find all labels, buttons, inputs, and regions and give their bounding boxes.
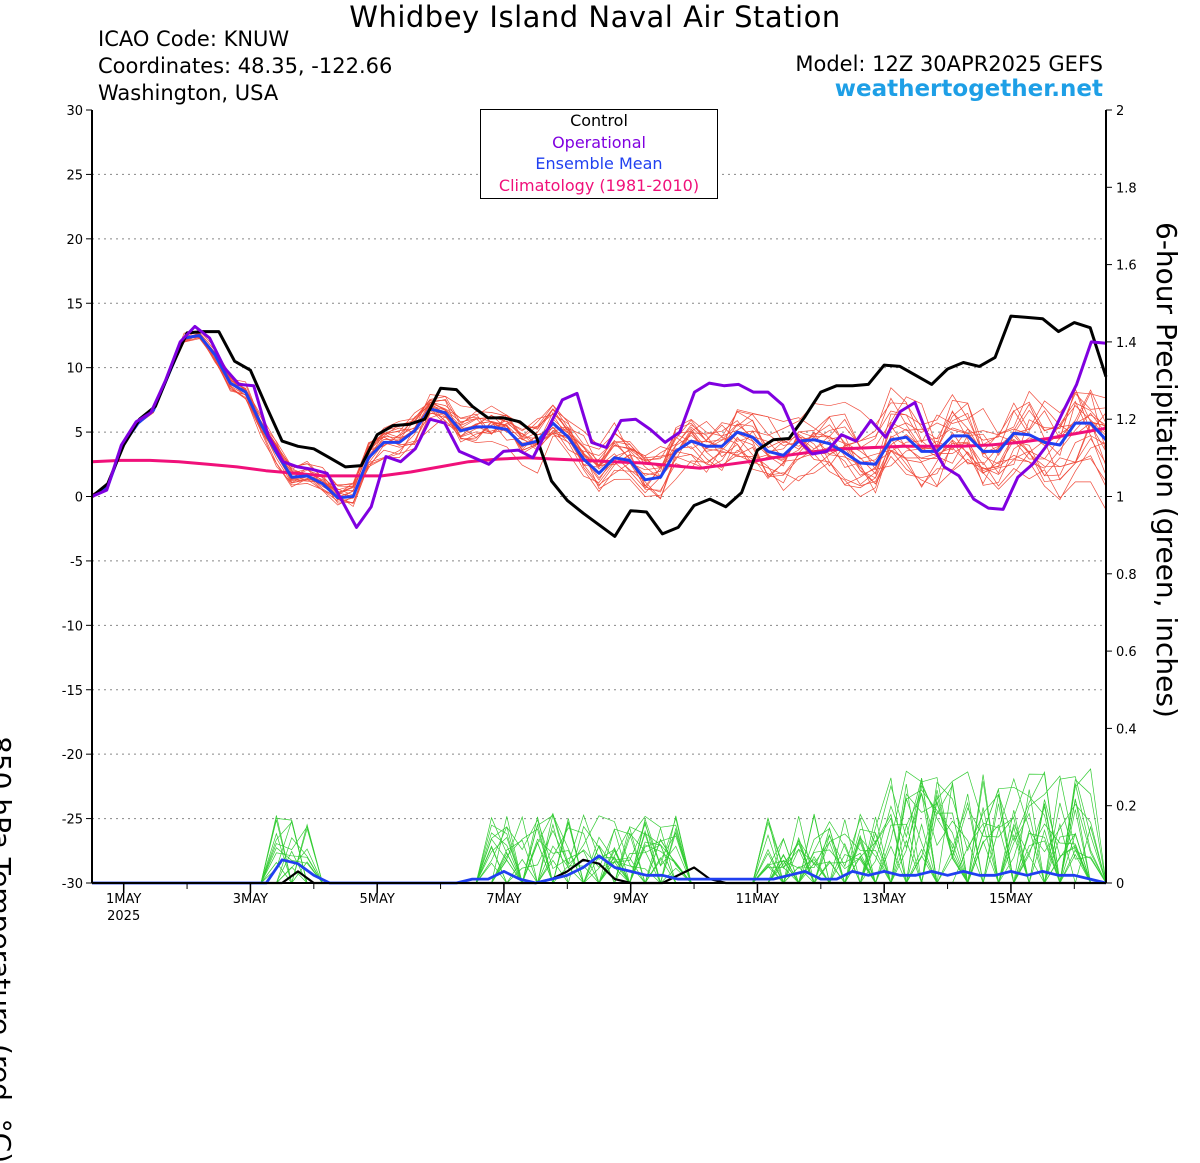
y-axis-label-right: 6-hour Precipitation (green, inches) [1150,222,1183,718]
y2-tick-label: 2 [1116,104,1124,119]
y-tick-label: 30 [66,104,83,119]
legend-operational: Operational [552,132,646,152]
legend-climatology: Climatology (1981-2010) [498,175,700,195]
chart-title: Whidbey Island Naval Air Station [349,0,841,34]
x-tick-label: 15MAY [989,892,1033,907]
model-run: Model: 12Z 30APR2025 GEFS [795,52,1103,76]
y2-tick-label: 0.2 [1116,800,1137,815]
ensemble-member-precip-line [92,771,1106,885]
y2-tick-label: 0.6 [1116,645,1137,660]
y2-tick-label: 1.6 [1116,259,1137,274]
y-axis-label-left: 850 hPa Temperature (red, °C) [0,736,17,1163]
y-tick-label: -20 [62,748,83,763]
x-tick-label: 13MAY [862,892,906,907]
ensemble-member-temp-line [91,334,1107,508]
y-tick-label: 20 [66,233,83,248]
site-name: weathertogether.net [834,76,1103,102]
ensemble-member-temp-line [91,332,1107,496]
x-tick-label: 11MAY [736,892,780,907]
control-line [91,314,1108,538]
y-tick-label: 5 [75,426,83,441]
legend-ensemble-mean: Ensemble Mean [535,154,663,173]
legend-control: Control [570,111,628,130]
y2-tick-label: 1.8 [1116,181,1137,196]
ensemble-member-precip-line [92,768,1107,885]
x-tick-label: 1MAY [106,892,141,907]
y2-tick-label: 0.4 [1116,722,1137,737]
meteogram-chart: 302520151050-5-10-15-20-25-3021.81.61.41… [62,104,1137,924]
y-tick-label: -10 [62,619,83,634]
ensemble-member-precip-line [92,770,1107,885]
x-tick-label: 3MAY [233,892,268,907]
ensemble-member-precip-line [92,797,1107,885]
location: Washington, USA [98,81,279,105]
y2-tick-label: 1.4 [1116,336,1137,351]
y-tick-label: 25 [66,168,83,183]
y2-tick-label: 1.2 [1116,413,1137,428]
y2-tick-label: 0 [1116,877,1124,892]
y-tick-label: -15 [62,684,83,699]
ensemble-member-temp-line [91,334,1107,502]
ensemble-member-temp-line [91,336,1107,501]
y-tick-label: 0 [75,491,83,506]
y-tick-label: -30 [62,877,83,892]
ensemble-member-precip-line [92,771,1106,885]
operational-line [91,324,1107,529]
x-tick-label: 7MAY [486,892,521,907]
station-info: ICAO Code: KNUW Coordinates: 48.35, -122… [98,26,392,107]
legend: Control Operational Ensemble Mean Climat… [480,109,718,199]
x-tick-label: 5MAY [360,892,395,907]
x-tick-sublabel: 2025 [107,909,140,924]
y-tick-label: -5 [70,555,83,570]
y-tick-label: 10 [66,362,83,377]
climatology-line [91,426,1107,478]
y2-tick-label: 0.8 [1116,568,1137,583]
x-tick-label: 9MAY [613,892,648,907]
coordinates: Coordinates: 48.35, -122.66 [98,54,393,78]
y-tick-label: -25 [62,813,83,828]
y-tick-label: 15 [66,297,83,312]
icao-code: ICAO Code: KNUW [98,27,290,51]
ensemble-member-precip-line [92,799,1107,885]
y2-tick-label: 1 [1116,491,1124,506]
